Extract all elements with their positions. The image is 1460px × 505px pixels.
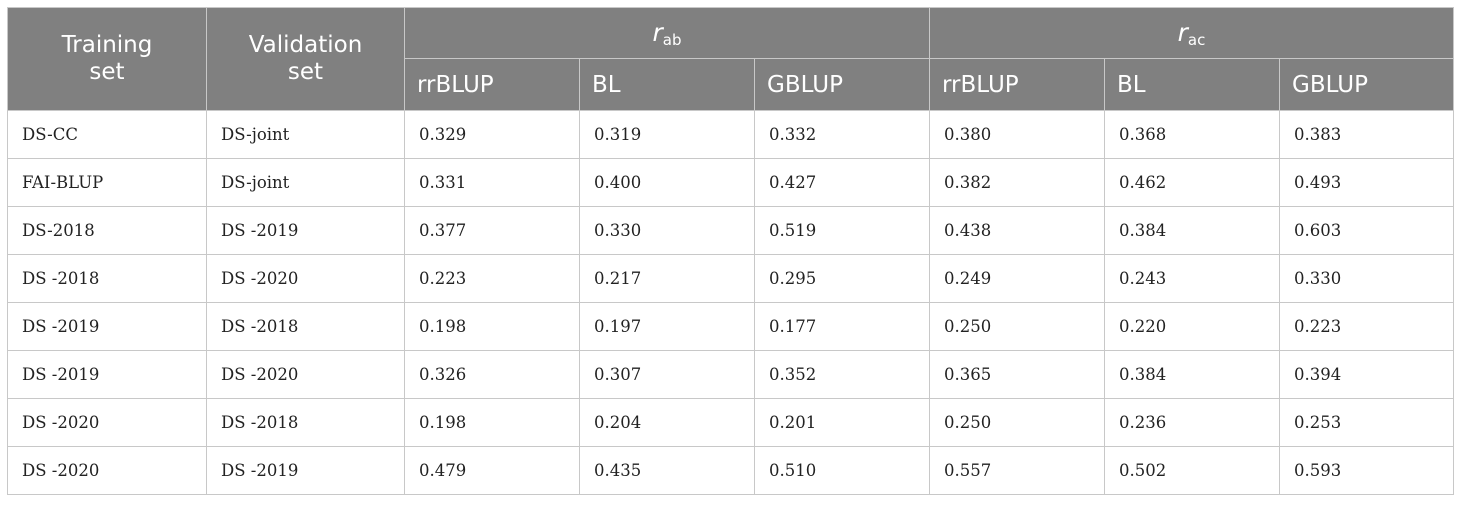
- gblup-ab-cell: 0.510: [754, 446, 930, 495]
- header-method-rrblup-ac: rrBLUP: [929, 58, 1105, 111]
- rrblup-ab-cell: 0.329: [404, 110, 580, 159]
- gblup-ab-cell: 0.427: [754, 158, 930, 207]
- gblup-ab-cell: 0.519: [754, 206, 930, 255]
- table-row: DS-CC DS-joint 0.329 0.319 0.332 0.380 0.368 0.…: [7, 110, 1454, 159]
- bl-ab-cell: 0.319: [579, 110, 755, 159]
- rrblup-ac-cell: 0.250: [929, 302, 1105, 351]
- rrblup-ab-cell: 0.198: [404, 302, 580, 351]
- table-body: DS-CC DS-joint 0.329 0.319 0.332 0.380 0.368 0.…: [7, 110, 1454, 495]
- gblup-ab-cell: 0.201: [754, 398, 930, 447]
- header-validation-set: Validation set: [206, 7, 405, 111]
- rrblup-ab-cell: 0.198: [404, 398, 580, 447]
- gblup-ac-cell: 0.383: [1279, 110, 1454, 159]
- rrblup-ac-cell: 0.438: [929, 206, 1105, 255]
- table-container: Training set Validation set rab rac rrBL…: [7, 7, 1454, 495]
- table-row: FAI-BLUP DS-joint 0.331 0.400 0.427 0.382 0.46…: [7, 158, 1454, 207]
- header-training-set-line2: set: [89, 59, 125, 85]
- table-row: DS -2018 DS -2020 0.223 0.217 0.295 0.249 0.24…: [7, 254, 1454, 303]
- gblup-ac-cell: 0.394: [1279, 350, 1454, 399]
- validation-set-cell: DS-joint: [206, 110, 405, 159]
- table-row: DS -2020 DS -2019 0.479 0.435 0.510 0.557 0.50…: [7, 446, 1454, 495]
- rrblup-ab-cell: 0.223: [404, 254, 580, 303]
- bl-ac-cell: 0.368: [1104, 110, 1280, 159]
- bl-ac-cell: 0.502: [1104, 446, 1280, 495]
- gblup-ab-cell: 0.332: [754, 110, 930, 159]
- validation-set-cell: DS -2019: [206, 206, 405, 255]
- table-row: DS -2019 DS -2020 0.326 0.307 0.352 0.365 0.38…: [7, 350, 1454, 399]
- bl-ac-cell: 0.384: [1104, 206, 1280, 255]
- training-set-cell: DS -2019: [7, 350, 207, 399]
- rrblup-ac-cell: 0.250: [929, 398, 1105, 447]
- rrblup-ab-cell: 0.377: [404, 206, 580, 255]
- training-set-cell: DS-CC: [7, 110, 207, 159]
- header-method-bl-ab: BL: [579, 58, 755, 111]
- header-row-top: Training set Validation set rab rac: [7, 7, 1454, 111]
- validation-set-cell: DS -2019: [206, 446, 405, 495]
- gblup-ac-cell: 0.493: [1279, 158, 1454, 207]
- bl-ab-cell: 0.435: [579, 446, 755, 495]
- gblup-ab-cell: 0.295: [754, 254, 930, 303]
- header-method-bl-ac: BL: [1104, 58, 1280, 111]
- table-header: Training set Validation set rab rac rrBL…: [7, 7, 1454, 111]
- gblup-ac-cell: 0.223: [1279, 302, 1454, 351]
- bl-ac-cell: 0.243: [1104, 254, 1280, 303]
- bl-ab-cell: 0.307: [579, 350, 755, 399]
- bl-ab-cell: 0.400: [579, 158, 755, 207]
- header-method-rrblup-ab: rrBLUP: [404, 58, 580, 111]
- bl-ab-cell: 0.204: [579, 398, 755, 447]
- bl-ac-cell: 0.384: [1104, 350, 1280, 399]
- header-validation-set-line1: Validation: [248, 32, 363, 58]
- bl-ab-cell: 0.217: [579, 254, 755, 303]
- header-group-rac-symbol: r: [1177, 17, 1188, 47]
- training-set-cell: DS -2020: [7, 398, 207, 447]
- training-set-cell: DS -2018: [7, 254, 207, 303]
- training-set-cell: DS -2019: [7, 302, 207, 351]
- header-row-methods: rrBLUP BL GBLUP rrBLUP BL GBLUP: [8, 58, 1454, 111]
- training-set-cell: FAI-BLUP: [7, 158, 207, 207]
- bl-ab-cell: 0.197: [579, 302, 755, 351]
- header-method-gblup-ab: GBLUP: [754, 58, 930, 111]
- rrblup-ac-cell: 0.365: [929, 350, 1105, 399]
- header-training-set-line1: Training: [61, 32, 153, 58]
- rrblup-ab-cell: 0.479: [404, 446, 580, 495]
- gblup-ac-cell: 0.330: [1279, 254, 1454, 303]
- table-row: DS -2020 DS -2018 0.198 0.204 0.201 0.250 0.23…: [7, 398, 1454, 447]
- rrblup-ab-cell: 0.331: [404, 158, 580, 207]
- training-set-cell: DS -2020: [7, 446, 207, 495]
- gblup-ab-cell: 0.352: [754, 350, 930, 399]
- bl-ac-cell: 0.220: [1104, 302, 1280, 351]
- bl-ac-cell: 0.462: [1104, 158, 1280, 207]
- header-training-set: Training set: [7, 7, 207, 111]
- rrblup-ac-cell: 0.249: [929, 254, 1105, 303]
- rrblup-ab-cell: 0.326: [404, 350, 580, 399]
- gblup-ac-cell: 0.593: [1279, 446, 1454, 495]
- rrblup-ac-cell: 0.382: [929, 158, 1105, 207]
- rrblup-ac-cell: 0.380: [929, 110, 1105, 159]
- validation-set-cell: DS -2018: [206, 398, 405, 447]
- bl-ab-cell: 0.330: [579, 206, 755, 255]
- header-validation-set-line2: set: [287, 59, 324, 85]
- validation-set-cell: DS -2020: [206, 350, 405, 399]
- rrblup-ac-cell: 0.557: [929, 446, 1105, 495]
- table-row: DS -2019 DS -2018 0.198 0.197 0.177 0.250 0.22…: [7, 302, 1454, 351]
- training-set-cell: DS-2018: [7, 206, 207, 255]
- table-row: DS-2018 DS -2019 0.377 0.330 0.519 0.438 0.384…: [7, 206, 1454, 255]
- results-table: Training set Validation set rab rac rrBL…: [7, 7, 1454, 495]
- header-group-rab-symbol: r: [652, 17, 663, 47]
- header-group-rac: rac: [929, 7, 1454, 59]
- validation-set-cell: DS -2018: [206, 302, 405, 351]
- header-group-rac-sub: ac: [1187, 30, 1206, 49]
- gblup-ac-cell: 0.603: [1279, 206, 1454, 255]
- validation-set-cell: DS -2020: [206, 254, 405, 303]
- header-method-gblup-ac: GBLUP: [1279, 58, 1454, 111]
- validation-set-cell: DS-joint: [206, 158, 405, 207]
- gblup-ac-cell: 0.253: [1279, 398, 1454, 447]
- header-group-rab-sub: ab: [662, 30, 682, 49]
- gblup-ab-cell: 0.177: [754, 302, 930, 351]
- bl-ac-cell: 0.236: [1104, 398, 1280, 447]
- header-group-rab: rab: [404, 7, 930, 59]
